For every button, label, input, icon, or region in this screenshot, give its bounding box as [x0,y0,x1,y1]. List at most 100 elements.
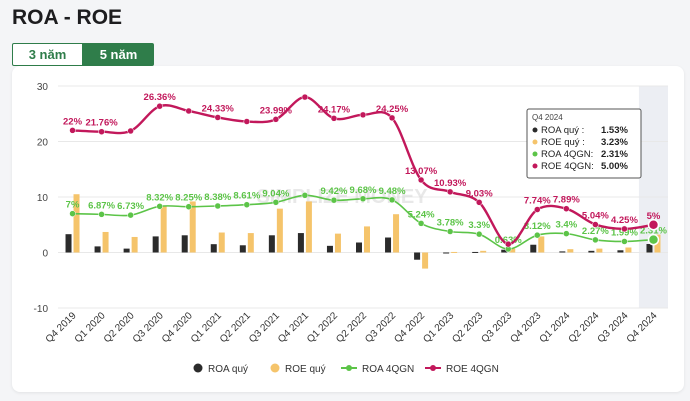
data-label: 1.99% [611,227,638,238]
legend-marker [193,363,203,373]
series-point [388,196,396,204]
legend-label: ROA 4QGN [362,364,414,375]
series-point [156,203,163,210]
x-tick-label: Q3 2023 [479,310,514,345]
y-tick-label: -10 [34,304,49,315]
bar [334,233,341,253]
series-point [592,221,599,228]
series-point [534,231,541,239]
data-label: 9.48% [379,186,406,197]
bar [123,248,130,253]
bar [356,242,362,253]
bar [305,201,312,253]
bar [94,246,101,253]
tab-5-years[interactable]: 5 năm [83,43,154,66]
legend-marker [270,363,280,373]
series-point [475,199,483,206]
tooltip-value: 5.00% [601,161,628,172]
bar [297,233,304,253]
bar [131,236,138,253]
data-label: 0.63% [495,235,522,246]
bar [385,237,392,253]
series-point [127,127,134,135]
series-point [243,118,251,125]
series-point [330,196,338,204]
series-point [534,206,541,213]
bar [189,201,196,253]
series-point [417,176,425,184]
data-label: 5% [647,211,661,222]
bar [530,244,537,253]
data-label: 24.17% [318,104,351,115]
bar [538,236,545,253]
x-tick-label: Q2 2020 [102,310,137,345]
bar [480,250,487,253]
x-tick-label: Q1 2024 [538,310,573,345]
bar [588,250,595,253]
x-tick-label: Q4 2021 [276,310,311,345]
data-label: 9.03% [466,188,493,199]
x-tick-label: Q3 2024 [596,310,631,345]
series-point [417,220,425,227]
x-tick-label: Q1 2021 [189,310,224,345]
series-point [446,188,454,196]
bar [414,252,421,260]
tab-3-years[interactable]: 3 năm [12,43,83,66]
series-point [647,219,660,231]
bar [65,234,72,253]
x-tick-label: Q3 2020 [131,310,166,345]
x-tick-label: Q2 2022 [334,310,369,345]
series-point [330,115,338,122]
bar [422,252,429,269]
bar [393,214,400,253]
data-label: 3.78% [437,218,464,229]
watermark: SIMPLIZE MONEY [256,186,428,208]
series-point [301,93,309,101]
data-label: 5.04% [582,211,609,222]
data-label: 6.73% [117,201,144,212]
x-tick-label: Q2 2021 [218,310,253,345]
x-tick-label: Q1 2022 [305,310,340,345]
x-tick-label: Q1 2023 [421,310,456,345]
bar [646,244,653,253]
series-point [69,127,76,134]
bar [501,249,508,253]
series-point [475,230,483,238]
series-point [214,202,222,210]
bar [472,251,479,253]
series-point [98,128,105,135]
bar [559,251,566,253]
bar [364,226,370,253]
bar [73,194,80,253]
series-point [621,238,628,245]
y-tick-label: 30 [37,82,49,93]
bar [443,252,450,254]
data-label: 8.32% [146,192,173,203]
data-label: 24.25% [376,104,409,115]
tooltip-dot [532,163,538,169]
x-tick-label: Q3 2021 [247,310,282,345]
legend-marker [346,365,352,371]
data-label: 5.24% [408,209,435,220]
page-title: ROA - ROE [12,6,123,29]
tooltip-dot [532,151,538,157]
tooltip-label: ROA quý : [541,125,584,136]
series-point [301,192,309,199]
bar [625,247,632,253]
series-point [185,203,192,210]
bar [451,251,458,253]
tooltip-value: 2.31% [601,149,628,160]
bar [181,235,188,253]
series-point [156,102,163,110]
series-point [127,211,134,219]
x-tick-label: Q4 2024 [625,310,660,345]
legend-label: ROE 4QGN [446,364,499,375]
data-label: 3.12% [524,221,551,232]
tooltip-value: 1.53% [601,125,628,136]
data-label: 24.33% [202,103,235,114]
data-label: 2.27% [582,226,609,237]
legend-label: ROA quý [208,364,248,375]
data-label: 13.07% [405,166,438,177]
data-label: 10.93% [434,178,467,189]
